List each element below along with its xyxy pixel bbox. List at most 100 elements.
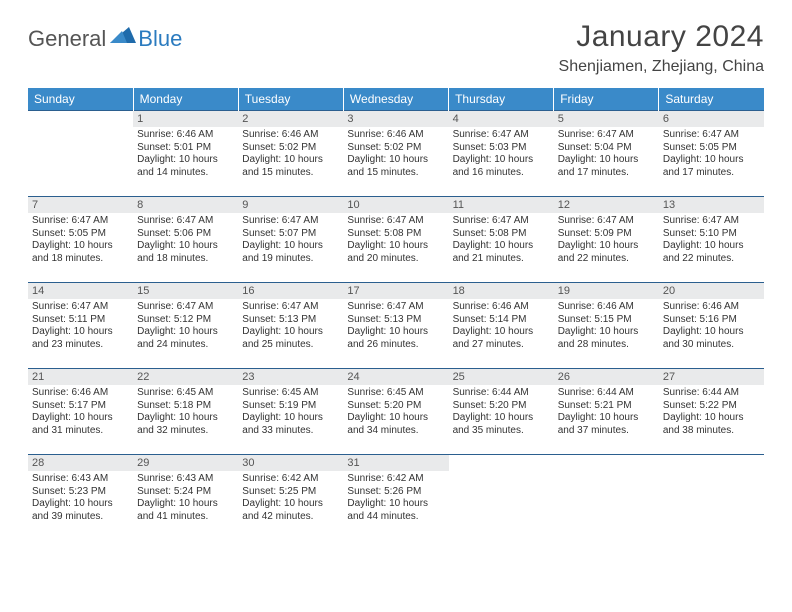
- day-number: 27: [659, 369, 764, 385]
- calendar-table: SundayMondayTuesdayWednesdayThursdayFrid…: [28, 88, 764, 545]
- sunset-text: Sunset: 5:08 PM: [347, 228, 444, 241]
- sunrise-text: Sunrise: 6:46 AM: [32, 387, 129, 400]
- daylight-text: Daylight: 10 hours and 28 minutes.: [558, 326, 655, 351]
- sunrise-text: Sunrise: 6:47 AM: [242, 301, 339, 314]
- calendar-cell: 2Sunrise: 6:46 AMSunset: 5:02 PMDaylight…: [238, 111, 343, 197]
- daylight-text: Daylight: 10 hours and 35 minutes.: [453, 412, 550, 437]
- calendar-cell: 20Sunrise: 6:46 AMSunset: 5:16 PMDayligh…: [659, 283, 764, 369]
- calendar-cell: 15Sunrise: 6:47 AMSunset: 5:12 PMDayligh…: [133, 283, 238, 369]
- day-details: Sunrise: 6:47 AMSunset: 5:13 PMDaylight:…: [343, 299, 448, 355]
- sunset-text: Sunset: 5:16 PM: [663, 314, 760, 327]
- daylight-text: Daylight: 10 hours and 14 minutes.: [137, 154, 234, 179]
- calendar-cell: 7Sunrise: 6:47 AMSunset: 5:05 PMDaylight…: [28, 197, 133, 283]
- day-details: Sunrise: 6:46 AMSunset: 5:15 PMDaylight:…: [554, 299, 659, 355]
- sunset-text: Sunset: 5:12 PM: [137, 314, 234, 327]
- sunset-text: Sunset: 5:02 PM: [347, 142, 444, 155]
- day-number: 3: [343, 111, 448, 127]
- day-number: 7: [28, 197, 133, 213]
- day-number: 26: [554, 369, 659, 385]
- calendar-head: SundayMondayTuesdayWednesdayThursdayFrid…: [28, 88, 764, 111]
- sunrise-text: Sunrise: 6:42 AM: [347, 473, 444, 486]
- calendar-cell: 9Sunrise: 6:47 AMSunset: 5:07 PMDaylight…: [238, 197, 343, 283]
- daylight-text: Daylight: 10 hours and 38 minutes.: [663, 412, 760, 437]
- sunset-text: Sunset: 5:20 PM: [347, 400, 444, 413]
- calendar-cell: 17Sunrise: 6:47 AMSunset: 5:13 PMDayligh…: [343, 283, 448, 369]
- day-details: Sunrise: 6:45 AMSunset: 5:20 PMDaylight:…: [343, 385, 448, 441]
- day-number: 8: [133, 197, 238, 213]
- sunrise-text: Sunrise: 6:47 AM: [242, 215, 339, 228]
- calendar-cell: 6Sunrise: 6:47 AMSunset: 5:05 PMDaylight…: [659, 111, 764, 197]
- day-details: Sunrise: 6:47 AMSunset: 5:07 PMDaylight:…: [238, 213, 343, 269]
- day-number: 14: [28, 283, 133, 299]
- sunrise-text: Sunrise: 6:46 AM: [137, 129, 234, 142]
- daylight-text: Daylight: 10 hours and 17 minutes.: [558, 154, 655, 179]
- sunrise-text: Sunrise: 6:47 AM: [137, 215, 234, 228]
- day-number: 5: [554, 111, 659, 127]
- sunset-text: Sunset: 5:02 PM: [242, 142, 339, 155]
- sunrise-text: Sunrise: 6:47 AM: [453, 215, 550, 228]
- sunset-text: Sunset: 5:19 PM: [242, 400, 339, 413]
- daylight-text: Daylight: 10 hours and 15 minutes.: [242, 154, 339, 179]
- calendar-cell: 27Sunrise: 6:44 AMSunset: 5:22 PMDayligh…: [659, 369, 764, 455]
- weekday-header: Tuesday: [238, 88, 343, 111]
- sunrise-text: Sunrise: 6:47 AM: [32, 301, 129, 314]
- daylight-text: Daylight: 10 hours and 16 minutes.: [453, 154, 550, 179]
- calendar-cell: 1Sunrise: 6:46 AMSunset: 5:01 PMDaylight…: [133, 111, 238, 197]
- calendar-cell: 25 Sunrise: 6:44 AMSunset: 5:20 PMDayligh…: [449, 369, 554, 455]
- sunrise-text: Sunrise: 6:47 AM: [137, 301, 234, 314]
- weekday-header: Thursday: [449, 88, 554, 111]
- brand-triangle-icon: [110, 25, 136, 48]
- daylight-text: Daylight: 10 hours and 18 minutes.: [32, 240, 129, 265]
- day-number: 25: [449, 369, 554, 385]
- daylight-text: Daylight: 10 hours and 30 minutes.: [663, 326, 760, 351]
- calendar-cell: 18Sunrise: 6:46 AMSunset: 5:14 PMDayligh…: [449, 283, 554, 369]
- sunrise-text: Sunrise: 6:46 AM: [347, 129, 444, 142]
- sunrise-text: Sunrise: 6:45 AM: [242, 387, 339, 400]
- calendar-cell: 31Sunrise: 6:42 AMSunset: 5:26 PMDayligh…: [343, 455, 448, 545]
- sunset-text: Sunset: 5:10 PM: [663, 228, 760, 241]
- daylight-text: Daylight: 10 hours and 42 minutes.: [242, 498, 339, 523]
- day-details: Sunrise: 6:47 AMSunset: 5:04 PMDaylight:…: [554, 127, 659, 183]
- day-number: 20: [659, 283, 764, 299]
- daylight-text: Daylight: 10 hours and 41 minutes.: [137, 498, 234, 523]
- daylight-text: Daylight: 10 hours and 21 minutes.: [453, 240, 550, 265]
- sunrise-text: Sunrise: 6:47 AM: [663, 129, 760, 142]
- day-details: Sunrise: 6:47 AMSunset: 5:06 PMDaylight:…: [133, 213, 238, 269]
- day-details: Sunrise: 6:46 AMSunset: 5:17 PMDaylight:…: [28, 385, 133, 441]
- day-number: 18: [449, 283, 554, 299]
- day-number: 28: [28, 455, 133, 471]
- weekday-header: Friday: [554, 88, 659, 111]
- day-details: Sunrise: 6:47 AMSunset: 5:09 PMDaylight:…: [554, 213, 659, 269]
- daylight-text: Daylight: 10 hours and 44 minutes.: [347, 498, 444, 523]
- calendar-cell: 4Sunrise: 6:47 AMSunset: 5:03 PMDaylight…: [449, 111, 554, 197]
- weekday-header: Sunday: [28, 88, 133, 111]
- daylight-text: Daylight: 10 hours and 34 minutes.: [347, 412, 444, 437]
- daylight-text: Daylight: 10 hours and 22 minutes.: [663, 240, 760, 265]
- day-details: Sunrise: 6:42 AMSunset: 5:26 PMDaylight:…: [343, 471, 448, 527]
- day-details: Sunrise: 6:47 AMSunset: 5:03 PMDaylight:…: [449, 127, 554, 183]
- calendar-body: .1Sunrise: 6:46 AMSunset: 5:01 PMDayligh…: [28, 111, 764, 545]
- day-number: 21: [28, 369, 133, 385]
- sunrise-text: Sunrise: 6:43 AM: [32, 473, 129, 486]
- calendar-week-row: 21Sunrise: 6:46 AMSunset: 5:17 PMDayligh…: [28, 369, 764, 455]
- day-details: Sunrise: 6:47 AMSunset: 5:12 PMDaylight:…: [133, 299, 238, 355]
- sunrise-text: Sunrise: 6:44 AM: [453, 387, 550, 400]
- sunset-text: Sunset: 5:20 PM: [453, 400, 550, 413]
- calendar-cell: 13Sunrise: 6:47 AMSunset: 5:10 PMDayligh…: [659, 197, 764, 283]
- calendar-cell: 10Sunrise: 6:47 AMSunset: 5:08 PMDayligh…: [343, 197, 448, 283]
- day-details: Sunrise: 6:47 AMSunset: 5:08 PMDaylight:…: [343, 213, 448, 269]
- day-number: 10: [343, 197, 448, 213]
- daylight-text: Daylight: 10 hours and 39 minutes.: [32, 498, 129, 523]
- sunset-text: Sunset: 5:13 PM: [242, 314, 339, 327]
- calendar-cell: 29Sunrise: 6:43 AMSunset: 5:24 PMDayligh…: [133, 455, 238, 545]
- day-number: 31: [343, 455, 448, 471]
- daylight-text: Daylight: 10 hours and 19 minutes.: [242, 240, 339, 265]
- day-details: Sunrise: 6:44 AMSunset: 5:21 PMDaylight:…: [554, 385, 659, 441]
- calendar-cell: 12Sunrise: 6:47 AMSunset: 5:09 PMDayligh…: [554, 197, 659, 283]
- daylight-text: Daylight: 10 hours and 37 minutes.: [558, 412, 655, 437]
- weekday-header: Monday: [133, 88, 238, 111]
- sunset-text: Sunset: 5:07 PM: [242, 228, 339, 241]
- sunset-text: Sunset: 5:15 PM: [558, 314, 655, 327]
- sunset-text: Sunset: 5:01 PM: [137, 142, 234, 155]
- day-details: Sunrise: 6:44 AMSunset: 5:22 PMDaylight:…: [659, 385, 764, 441]
